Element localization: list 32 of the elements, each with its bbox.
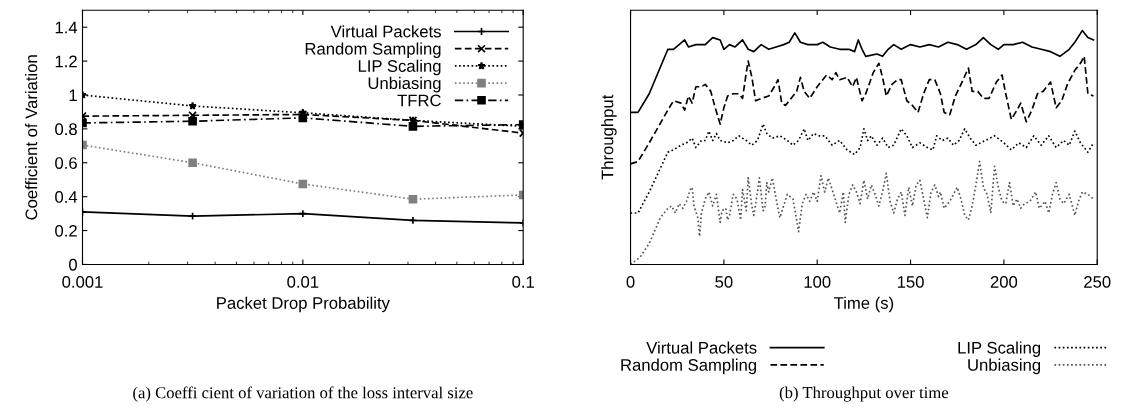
x-tick-label: 0 — [626, 276, 635, 288]
text: (a) Coeffi cient of variation of the loss interval size — [133, 386, 473, 402]
x-tick-label: 0.1 — [512, 276, 534, 288]
y-tick-label: 1 — [69, 89, 77, 102]
legend-label: Unbiasing — [968, 358, 1041, 375]
y-tick-label: 1.2 — [55, 55, 77, 68]
x-tick-label: 100 — [804, 276, 831, 288]
x-tick-label: 200 — [990, 276, 1018, 288]
x-tick-label: 0.001 — [62, 276, 103, 288]
y-tick-label: 0.2 — [55, 224, 77, 237]
x-tick-label: 250 — [1084, 276, 1111, 288]
legend-label: LIP Scaling — [958, 341, 1041, 357]
legend-label: Random Sampling — [621, 358, 757, 375]
text: (b) Throughput over time — [779, 386, 949, 402]
x-axis-title: Time (s) — [834, 296, 894, 313]
legend-label: Virtual Packets — [330, 25, 441, 38]
y-axis-title: Throughput — [601, 94, 617, 180]
y-tick-label: 0.6 — [55, 157, 77, 169]
y-tick-label: 0 — [69, 258, 77, 271]
legend-label: LIP Scaling — [358, 59, 441, 76]
y-tick-label: 0.8 — [55, 123, 77, 136]
x-tick-label: 150 — [897, 276, 924, 288]
x-tick-label: 50 — [715, 276, 733, 288]
x-tick-label: 0.01 — [287, 276, 319, 288]
y-tick-label: 0.4 — [55, 191, 78, 203]
legend-label: Random Sampling — [305, 42, 441, 58]
legend-label: Unbiasing — [368, 76, 441, 93]
legend-label: TFRC — [397, 94, 441, 107]
x-axis-title: Packet Drop Probability — [217, 296, 390, 313]
legend-label: Virtual Packets — [646, 341, 757, 354]
y-tick-label: 1.4 — [55, 21, 78, 34]
y-axis-title: Coefficient of Variation — [25, 55, 38, 220]
